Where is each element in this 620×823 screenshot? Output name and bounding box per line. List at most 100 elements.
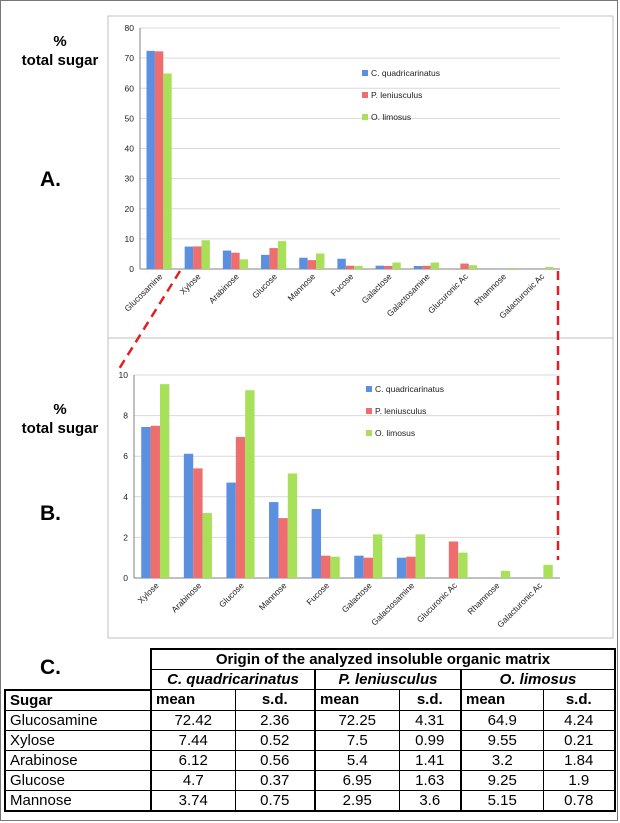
table-row: Arabinose 6.12 0.56 5.4 1.41 3.2 1.84 xyxy=(4,749,616,771)
percent-label-a: % xyxy=(53,33,67,50)
species-header-0: C. quadricarinatus xyxy=(150,669,316,690)
bar-p-leniusculus xyxy=(235,436,246,578)
y-tick-label: 2 xyxy=(123,532,128,542)
bar-c-quadricarinatus xyxy=(299,257,308,269)
bar-o-limosus xyxy=(458,552,468,578)
y-tick-label: 30 xyxy=(125,174,135,184)
bar-o-limosus xyxy=(316,253,325,269)
cell-0-1: 2.36 xyxy=(234,709,316,731)
row-label-3: Glucose xyxy=(4,769,152,791)
bar-o-limosus xyxy=(392,262,401,269)
bar-o-limosus xyxy=(277,241,287,269)
bar-o-limosus xyxy=(372,534,383,578)
sd-header-1: s.d. xyxy=(398,689,462,711)
cell-4-2: 2.95 xyxy=(314,789,400,812)
y-tick-label: 0 xyxy=(123,573,128,583)
bar-p-leniusculus xyxy=(154,51,164,269)
bar-p-leniusculus xyxy=(448,541,459,578)
y-tick-label: 10 xyxy=(119,370,129,380)
data-table-wrapper: Origin of the analyzed insoluble organic… xyxy=(4,648,616,812)
mean-header-0: mean xyxy=(150,689,236,711)
bar-p-leniusculus xyxy=(383,265,393,269)
cell-2-2: 5.4 xyxy=(314,749,400,771)
cell-3-4: 9.25 xyxy=(460,769,544,791)
y-axis-label-b: % total sugar xyxy=(20,400,100,438)
cell-2-5: 1.84 xyxy=(542,749,616,771)
bar-c-quadricarinatus xyxy=(311,508,322,578)
table-row: Xylose 7.44 0.52 7.5 0.99 9.55 0.21 xyxy=(4,729,616,751)
bar-o-limosus xyxy=(506,267,516,269)
legend-label: P. leniusculus xyxy=(371,90,422,100)
sd-header-0: s.d. xyxy=(234,689,316,711)
legend-label: C. quadricarinatus xyxy=(375,384,444,394)
legend-label: O. limosus xyxy=(375,428,415,438)
row-label-4: Mannose xyxy=(4,789,152,812)
table-title: Origin of the analyzed insoluble organic… xyxy=(150,648,616,670)
y-tick-label: 60 xyxy=(125,83,135,93)
bar-o-limosus xyxy=(330,556,340,578)
legend-swatch xyxy=(362,114,368,120)
bar-o-limosus xyxy=(430,262,439,269)
y-tick-label: 6 xyxy=(123,451,128,461)
cell-1-5: 0.21 xyxy=(542,729,616,751)
cell-1-3: 0.99 xyxy=(398,729,462,751)
bar-p-leniusculus xyxy=(321,555,331,578)
cell-0-0: 72.42 xyxy=(150,709,236,731)
bar-p-leniusculus xyxy=(231,252,240,269)
bar-o-limosus xyxy=(201,240,210,269)
bar-p-leniusculus xyxy=(460,263,469,269)
bar-o-limosus xyxy=(468,265,478,269)
legend-label: C. quadricarinatus xyxy=(371,68,440,78)
cell-4-5: 0.78 xyxy=(542,789,616,812)
bar-p-leniusculus xyxy=(193,468,203,578)
bar-c-quadricarinatus xyxy=(354,555,364,578)
species-header-2: O. limosus xyxy=(460,669,616,690)
bar-c-quadricarinatus xyxy=(413,265,423,269)
cell-2-0: 6.12 xyxy=(150,749,236,771)
bar-o-limosus xyxy=(159,384,170,578)
cell-1-1: 0.52 xyxy=(234,729,316,751)
bar-c-quadricarinatus xyxy=(183,453,194,578)
bar-o-limosus xyxy=(202,513,212,578)
legend-swatch xyxy=(362,70,368,76)
bar-c-quadricarinatus xyxy=(375,265,384,269)
bar-c-quadricarinatus xyxy=(261,254,270,269)
y-tick-label: 80 xyxy=(125,23,135,33)
cell-2-4: 3.2 xyxy=(460,749,544,771)
cell-3-0: 4.7 xyxy=(150,769,236,791)
y-tick-label: 4 xyxy=(123,492,128,502)
bar-o-limosus xyxy=(287,473,298,578)
legend-swatch xyxy=(366,408,372,414)
cell-3-2: 6.95 xyxy=(314,769,400,791)
bar-c-quadricarinatus xyxy=(269,502,279,578)
bar-o-limosus xyxy=(500,570,511,578)
panel-letter-c: C. xyxy=(40,656,61,679)
mean-header-1: mean xyxy=(314,689,400,711)
y-tick-label: 20 xyxy=(125,204,135,214)
bar-o-limosus xyxy=(545,267,554,269)
bar-c-quadricarinatus xyxy=(141,426,151,578)
total-sugar-label-a: total sugar xyxy=(21,52,99,69)
bar-p-leniusculus xyxy=(406,556,416,578)
y-tick-label: 0 xyxy=(129,264,134,274)
cell-3-1: 0.37 xyxy=(234,769,316,791)
species-header-1: P. leniusculus xyxy=(314,669,462,690)
legend-swatch xyxy=(362,92,368,98)
row-label-0: Glucosamine xyxy=(4,709,152,731)
sd-header-2: s.d. xyxy=(542,689,616,711)
bar-p-leniusculus xyxy=(307,260,317,269)
cell-3-5: 1.9 xyxy=(542,769,616,791)
legend-swatch xyxy=(366,386,372,392)
cell-1-0: 7.44 xyxy=(150,729,236,751)
bar-o-limosus xyxy=(245,390,255,578)
mean-header-2: mean xyxy=(460,689,544,711)
legend-label: O. limosus xyxy=(371,112,411,122)
percent-label-b: % xyxy=(53,401,67,418)
bar-p-leniusculus xyxy=(422,265,431,269)
y-tick-label: 50 xyxy=(125,113,135,123)
table-row: Glucosamine 72.42 2.36 72.25 4.31 64.9 4… xyxy=(4,709,616,731)
cell-0-3: 4.31 xyxy=(398,709,462,731)
zoom-dashed-line-left xyxy=(117,270,182,370)
bar-o-limosus xyxy=(543,564,553,578)
